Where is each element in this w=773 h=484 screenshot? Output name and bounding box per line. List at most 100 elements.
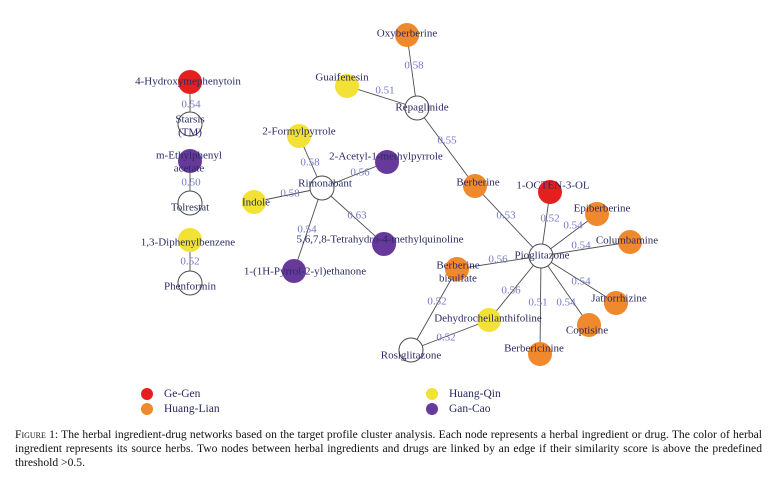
node-label: Phenformin (164, 281, 216, 293)
node-label: Tolrestat (171, 202, 209, 214)
edge-score-label: 0.56 (350, 167, 370, 179)
node-label: Coptisine (566, 325, 608, 337)
network-edge (410, 319, 490, 351)
legend: Ge-Gen Huang-Lian Huang-Qin Gan-Cao (0, 386, 773, 422)
node-label: Starsis (175, 114, 204, 126)
legend-item-huangqin: Huang-Qin (426, 386, 501, 401)
edge-score-label: 0.54 (297, 224, 317, 236)
legend-item-gancao: Gan-Cao (426, 401, 501, 416)
network-edge (540, 255, 590, 326)
edge-score-label: 0.54 (571, 276, 591, 288)
herbal-ingredient-node (585, 202, 609, 226)
node-label: Indole (242, 197, 270, 209)
drug-node (177, 111, 203, 137)
edge-score-label: 0.63 (347, 210, 367, 222)
node-label: 1,3-Diphenylbenzene (141, 237, 235, 249)
edge-score-label: 0.54 (181, 99, 201, 111)
herbal-ingredient-node (282, 259, 306, 283)
node-label: Berbericinine (504, 343, 564, 355)
node-label: Berberine (436, 260, 479, 272)
node-label: m-Ethylphenyl (156, 150, 222, 162)
legend-label-gancao: Gan-Cao (449, 402, 491, 415)
node-label: Rimonabant (298, 178, 352, 190)
node-label: Dehydrocheilanthifoline (434, 313, 542, 325)
drug-node (177, 270, 203, 296)
network-edge (540, 241, 631, 257)
node-label: Pioglitazone (515, 250, 570, 262)
node-label: 2-Formylpyrrole (262, 126, 335, 138)
herbal-ingredient-node (287, 124, 311, 148)
node-label: Rosiglitazone (381, 350, 442, 362)
edge-score-label: 0.51 (528, 297, 547, 309)
drug-node (398, 337, 424, 363)
herbal-ingredient-node (395, 23, 419, 47)
network-edge (321, 187, 385, 245)
node-label: bisulfate (439, 273, 477, 285)
herbal-ingredient-node (178, 70, 202, 94)
figure-caption: Figure 1: The herbal ingredient-drug net… (15, 428, 762, 470)
legend-item-huanglian: Huang-Lian (141, 401, 220, 416)
node-label: Guaifenesin (315, 72, 369, 84)
herbal-ingredient-node (372, 232, 396, 256)
network-edge (416, 107, 476, 187)
herbal-ingredient-node (335, 74, 359, 98)
edge-score-label: 0.58 (280, 188, 300, 200)
network-edge (488, 255, 542, 321)
edge-score-label: 0.54 (556, 297, 576, 309)
drug-node (528, 243, 554, 269)
legend-column-left: Ge-Gen Huang-Lian (141, 386, 220, 416)
herbal-ingredient-node (477, 308, 501, 332)
edge-score-label: 0.52 (180, 256, 199, 268)
node-label: 2-Acetyl-1-methylpyrrole (329, 151, 443, 163)
herbal-ingredient-node (604, 291, 628, 315)
herbal-ingredient-node (463, 174, 487, 198)
edge-score-label: 0.50 (181, 177, 201, 189)
node-label: 4-Hydroxymephenytoin (135, 76, 241, 88)
herbal-ingredient-node (375, 150, 399, 174)
herbal-ingredient-node (178, 149, 202, 173)
gegen-swatch-icon (141, 387, 153, 400)
edge-score-label: 0.55 (437, 135, 457, 147)
herbal-ingredient-node (528, 342, 552, 366)
node-label: 5,6,7,8-Tetrahydro-4-methylquinoline (297, 234, 464, 246)
edge-score-label: 0.51 (375, 85, 394, 97)
drug-node (177, 190, 203, 216)
herbal-ingredient-node (618, 230, 642, 254)
herbal-ingredient-node (577, 313, 601, 337)
legend-label-huangqin: Huang-Qin (449, 387, 501, 400)
node-label: Jatrorrhizine (591, 293, 647, 305)
legend-label-huanglian: Huang-Lian (164, 402, 220, 415)
edge-score-label: 0.56 (501, 285, 521, 297)
edge-score-label: 0.52 (427, 296, 446, 308)
edge-score-label: 0.52 (436, 332, 455, 344)
legend-label-gegen: Ge-Gen (164, 387, 201, 400)
figure-caption-label: Figure 1: (15, 428, 59, 441)
legend-column-right: Huang-Qin Gan-Cao (426, 386, 501, 416)
legend-item-gegen: Ge-Gen (141, 386, 220, 401)
node-label: Repaglinide (395, 102, 448, 114)
network-edge (539, 255, 542, 355)
gancao-swatch-icon (426, 402, 438, 415)
drug-node (404, 95, 430, 121)
edge-score-label: 0.58 (300, 157, 320, 169)
edge-score-label: 0.54 (563, 220, 583, 232)
huanglian-swatch-icon (141, 402, 153, 415)
network-edge (540, 255, 617, 304)
herbal-ingredient-node (242, 190, 266, 214)
edge-score-label: 0.58 (404, 60, 424, 72)
network-edge (474, 185, 542, 257)
drug-node (309, 175, 335, 201)
herbal-ingredient-node (538, 180, 562, 204)
herbal-ingredient-node (445, 257, 469, 281)
node-label: Epiberberine (574, 203, 631, 215)
huangqin-swatch-icon (426, 387, 438, 400)
network-edge (410, 268, 458, 351)
node-label: Berberine (456, 177, 499, 189)
network-edge (456, 255, 542, 270)
edge-score-label: 0.54 (571, 240, 591, 252)
node-label: Columbamine (596, 235, 658, 247)
node-label: (TM) (178, 127, 202, 139)
herbal-drug-network-diagram: 0.54 0.50 0.52 0.58 0.56 0.58 0.63 0.54 0.58 0.51… (135, 23, 658, 366)
herbal-ingredient-node (178, 228, 202, 252)
node-label: Oxyberberine (377, 28, 438, 40)
